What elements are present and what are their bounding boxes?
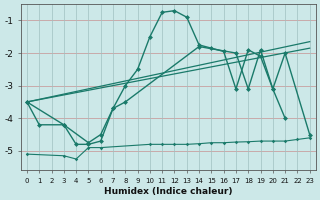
X-axis label: Humidex (Indice chaleur): Humidex (Indice chaleur) bbox=[104, 187, 233, 196]
